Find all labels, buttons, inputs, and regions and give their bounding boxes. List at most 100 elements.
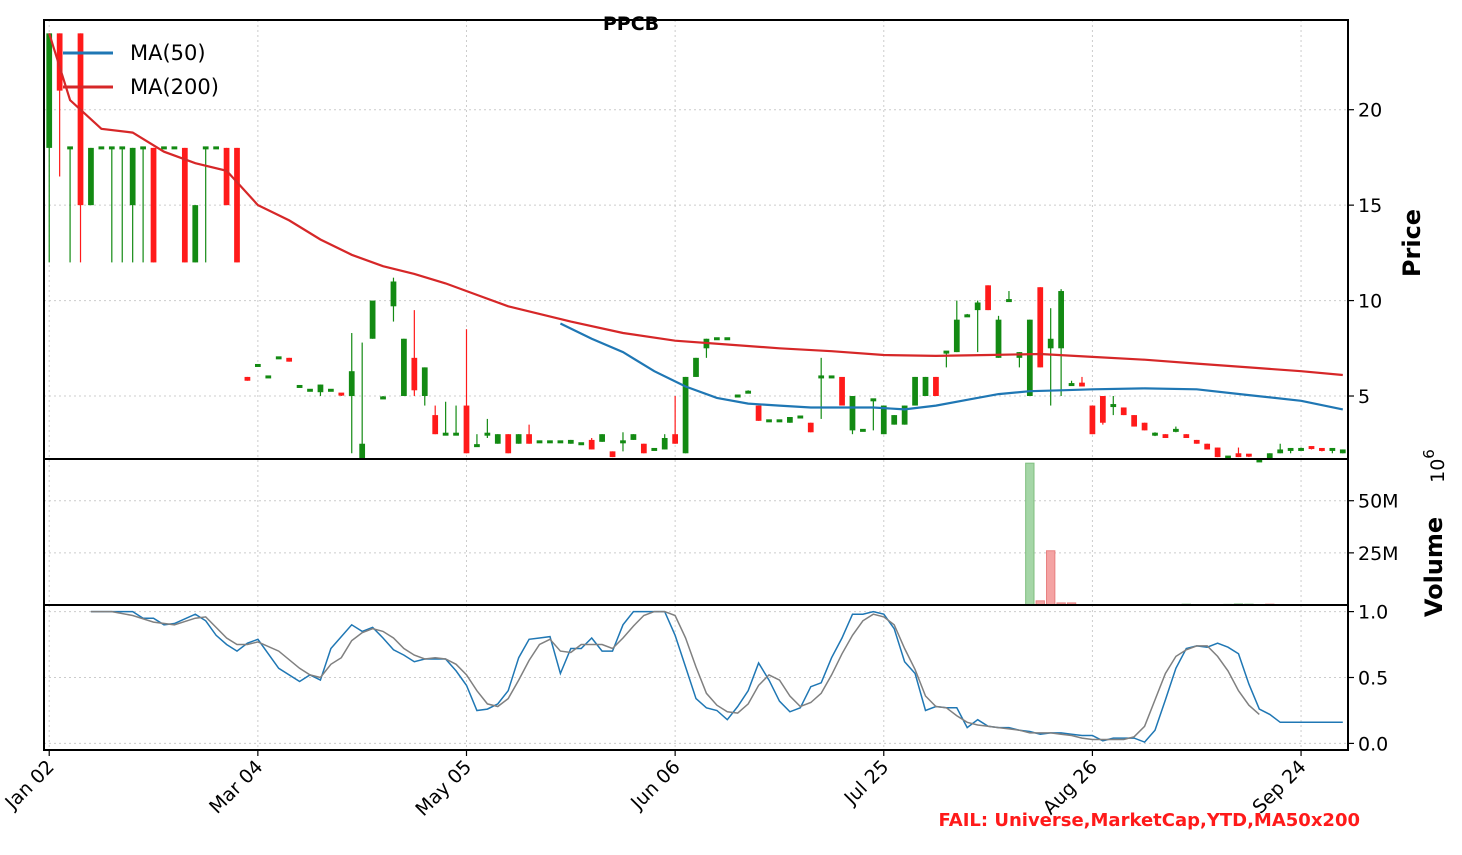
candle-body: [474, 444, 480, 448]
oscillator-tick-label: 1.0: [1358, 602, 1388, 624]
candle-body: [870, 398, 877, 402]
candle-body: [922, 376, 929, 397]
candle-body: [1225, 455, 1231, 459]
ma50-line: [559, 322, 1344, 411]
candle-body: [67, 146, 73, 150]
candle-body: [547, 440, 553, 444]
candle-body: [588, 439, 595, 450]
x-tick-label: Mar 04: [205, 756, 267, 818]
candle-body: [181, 147, 188, 263]
candle-body: [818, 375, 825, 379]
candle-body: [1256, 459, 1263, 463]
candle-body: [401, 338, 407, 397]
x-tick-label: Sep 24: [1248, 756, 1310, 818]
candle-body: [755, 405, 762, 421]
candle-body: [275, 356, 282, 360]
candle-body: [265, 375, 272, 379]
candle-body: [1026, 319, 1033, 397]
candle-body: [369, 300, 376, 339]
candle-body: [119, 146, 126, 150]
candle-body: [98, 146, 105, 150]
candle-body: [1246, 453, 1252, 457]
candle-body: [620, 440, 626, 444]
oscillator-tick-label: 0.0: [1358, 733, 1388, 755]
candle-body: [1037, 287, 1044, 368]
candle-body: [1183, 434, 1190, 439]
candle-body: [1173, 428, 1179, 432]
candle-body: [254, 363, 261, 367]
candle-body: [1006, 299, 1012, 303]
candle-body: [578, 442, 585, 446]
candle-body: [411, 357, 418, 391]
candle-body: [1193, 439, 1200, 444]
legend-ma50-label: MA(50): [130, 41, 206, 65]
candle-body: [995, 319, 1002, 358]
ma200-line: [48, 33, 1343, 377]
candle-body: [140, 146, 146, 150]
candle-body: [661, 438, 668, 450]
candle-body: [77, 33, 84, 206]
grid-layer: [44, 20, 1348, 750]
candle-body: [985, 285, 991, 311]
candle-body: [494, 434, 501, 444]
candle-body: [223, 147, 230, 206]
candle-body: [390, 281, 397, 307]
candle-body: [630, 434, 637, 440]
candle-body: [933, 376, 939, 397]
candle-body: [150, 147, 157, 263]
volume-panel-frame: [43, 458, 1349, 606]
candle-body: [901, 405, 908, 425]
candle-body: [880, 405, 887, 435]
candle-body: [1277, 449, 1284, 454]
candle-body: [651, 447, 658, 451]
candle-body: [296, 384, 303, 388]
candle-body: [88, 147, 94, 206]
panel-frames: [43, 19, 1349, 751]
candle-body: [1308, 446, 1315, 450]
candle-body: [338, 392, 345, 396]
candle-body: [1047, 338, 1054, 349]
candlesticks: [46, 33, 1346, 463]
candle-body: [839, 376, 845, 406]
x-tick-label: May 05: [411, 756, 476, 821]
candle-body: [286, 357, 293, 362]
candle-body: [1131, 415, 1138, 427]
stoch-d-line: [90, 610, 1260, 741]
axis-ticks: Jan 02 Mar 04 May 05 Jun 06 Jul 25 Aug 26 Sep …: [0, 100, 1398, 821]
candle-body: [693, 357, 699, 377]
candle-body: [912, 376, 918, 406]
candle-body: [317, 384, 324, 393]
candle-body: [567, 439, 574, 444]
candle-body: [432, 415, 439, 435]
candle-body: [682, 376, 689, 454]
price-tick-label: 5: [1358, 386, 1370, 408]
price-tick-label: 10: [1358, 291, 1382, 313]
candle-body: [891, 415, 898, 425]
candle-body: [328, 388, 334, 392]
volume-unit-label: 106: [1420, 449, 1449, 483]
candle-body: [1319, 447, 1325, 451]
chart-title: PPCB: [603, 13, 659, 35]
candle-body: [787, 417, 793, 423]
candle-body: [943, 350, 950, 354]
volume-tick-label: 25M: [1358, 543, 1399, 565]
candle-body: [108, 146, 115, 150]
candle-body: [515, 434, 522, 444]
candle-body: [1235, 453, 1242, 458]
volume-bars: [1025, 462, 1275, 606]
oscillator-tick-label: 0.5: [1358, 668, 1388, 690]
candle-body: [609, 451, 616, 458]
candle-body: [171, 146, 178, 150]
candle-body: [776, 419, 783, 423]
candle-body: [421, 367, 428, 397]
candle-body: [1214, 447, 1221, 458]
candle-body: [1120, 407, 1127, 416]
candle-body: [192, 205, 199, 263]
candle-body: [849, 396, 856, 431]
candle-body: [953, 319, 960, 353]
candle-body: [1152, 432, 1158, 436]
candle-body: [1287, 447, 1294, 451]
candle-body: [1058, 291, 1064, 349]
volume-bar: [1046, 550, 1056, 606]
